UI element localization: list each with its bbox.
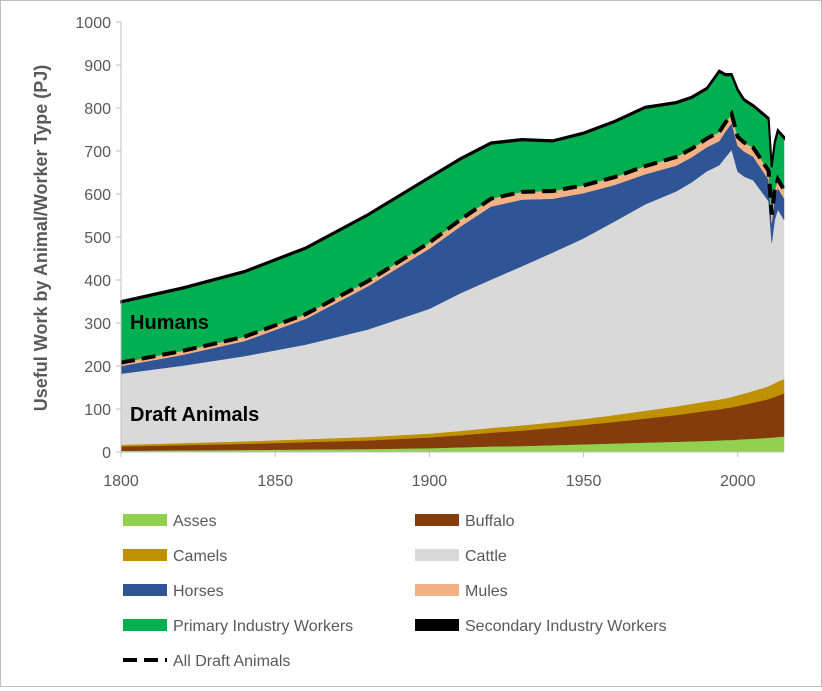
legend-item: Horses xyxy=(123,583,224,600)
legend-item: Secondary Industry Workers xyxy=(415,618,667,635)
legend-item: All Draft Animals xyxy=(123,653,290,670)
legend-item: Camels xyxy=(123,548,227,565)
legend-label: Asses xyxy=(173,513,217,530)
legend-item: Cattle xyxy=(415,548,507,565)
x-tick-label: 1950 xyxy=(566,473,602,490)
legend-item: Mules xyxy=(415,583,508,600)
legend-item: Primary Industry Workers xyxy=(123,618,353,635)
y-tick-labels: 0 100 200 300 400 500 600 700 800 900 1000 xyxy=(75,15,121,462)
legend-swatch xyxy=(415,549,459,561)
legend-label: Mules xyxy=(465,583,508,600)
annotation-humans: Humans xyxy=(130,312,209,334)
y-axis-label: Useful Work by Animal/Worker Type (PJ) xyxy=(31,65,51,411)
y-tick-label: 700 xyxy=(84,144,111,161)
legend-label: Horses xyxy=(173,583,224,600)
area-series-group xyxy=(120,69,785,453)
legend-swatch xyxy=(415,514,459,526)
y-tick-label: 200 xyxy=(84,359,111,376)
y-tick-label: 500 xyxy=(84,230,111,247)
legend-swatch xyxy=(123,549,167,561)
y-tick-label: 0 xyxy=(102,445,111,462)
y-tick-label: 800 xyxy=(84,101,111,118)
legend-swatch xyxy=(415,584,459,596)
y-tick-label: 1000 xyxy=(75,15,111,32)
x-tick-labels: 1800 1850 1900 1950 2000 xyxy=(103,452,756,490)
area-secondary-industry-workers xyxy=(120,69,785,304)
overlay-group xyxy=(120,109,786,365)
x-tick-label: 1900 xyxy=(412,473,448,490)
line-all-draft-animals xyxy=(120,109,786,365)
legend-item: Buffalo xyxy=(415,513,515,530)
x-tick-label: 2000 xyxy=(720,473,756,490)
legend-item: Asses xyxy=(123,513,217,530)
y-tick-label: 100 xyxy=(84,402,111,419)
legend-swatch xyxy=(415,619,459,631)
legend-label: Buffalo xyxy=(465,513,515,530)
legend-label: Camels xyxy=(173,548,227,565)
annotation-draft-animals: Draft Animals xyxy=(130,404,259,426)
legend-label: Cattle xyxy=(465,548,507,565)
legend: Asses Buffalo Camels Cattle Horses Mules Prima… xyxy=(123,513,667,670)
legend-swatch xyxy=(123,619,167,631)
y-tick-label: 600 xyxy=(84,187,111,204)
legend-label: All Draft Animals xyxy=(173,653,290,670)
x-tick-label: 1850 xyxy=(257,473,293,490)
legend-swatch xyxy=(123,584,167,596)
y-tick-label: 400 xyxy=(84,273,111,290)
x-tick-label: 1800 xyxy=(103,473,139,490)
legend-label: Primary Industry Workers xyxy=(173,618,353,635)
y-tick-label: 900 xyxy=(84,58,111,75)
legend-label: Secondary Industry Workers xyxy=(465,618,667,635)
y-tick-label: 300 xyxy=(84,316,111,333)
legend-swatch xyxy=(123,514,167,526)
